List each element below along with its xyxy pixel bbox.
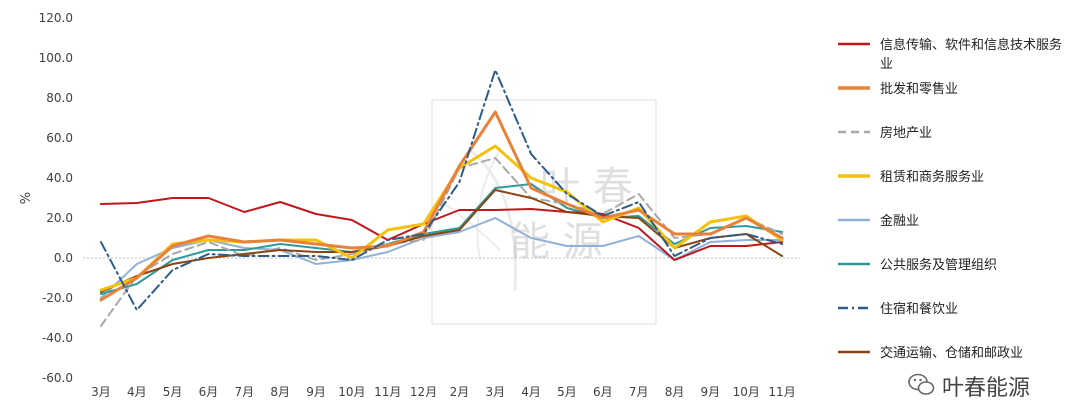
x-tick-label: 7月 — [235, 385, 255, 399]
x-tick-label: 12月 — [410, 385, 437, 399]
watermark-frame — [431, 99, 657, 325]
x-tick-label: 11月 — [374, 385, 401, 399]
y-tick-label: -40.0 — [42, 331, 73, 345]
legend-label-5: 公共服务及管理组织 — [880, 257, 997, 273]
x-tick-label: 8月 — [665, 385, 685, 399]
legend-label-0: 信息传输、软件和信息技术服务 — [880, 37, 1062, 53]
legend-label-6: 住宿和餐饮业 — [880, 301, 958, 317]
series-line-0 — [99, 197, 784, 261]
y-tick-label: 40.0 — [46, 171, 73, 185]
x-tick-label: 7月 — [629, 385, 649, 399]
x-tick-label: 3月 — [485, 385, 505, 399]
watermark: 叶 春 能 源 — [431, 99, 657, 325]
legend-label-2: 房地产业 — [880, 125, 932, 141]
legend: 信息传输、软件和信息技术服务业批发和零售业房地产业租赁和商务服务业金融业公共服务… — [838, 37, 1062, 361]
series-line-6 — [99, 69, 784, 311]
x-tick-label: 10月 — [733, 385, 760, 399]
x-tick-label: 2月 — [450, 385, 470, 399]
x-tick-label: 4月 — [127, 385, 147, 399]
legend-label-0-cont: 业 — [880, 57, 893, 72]
y-tick-label: 100.0 — [39, 51, 73, 65]
x-tick-label: 3月 — [91, 385, 111, 399]
y-tick-label: 80.0 — [46, 91, 73, 105]
x-tick-label: 4月 — [521, 385, 541, 399]
x-tick-label: 6月 — [593, 385, 613, 399]
series-group — [99, 69, 784, 327]
x-tick-label: 5月 — [163, 385, 183, 399]
y-tick-label: 120.0 — [39, 11, 73, 25]
x-tick-label: 11月 — [768, 385, 795, 399]
x-tick-label: 8月 — [270, 385, 290, 399]
y-tick-label: 60.0 — [46, 131, 73, 145]
watermark-line-2: 能 源 — [510, 219, 603, 265]
watermark-leaf-icon — [439, 148, 517, 291]
y-tick-label: 0.0 — [54, 251, 73, 265]
brand-label: 叶春能源 — [942, 376, 1030, 401]
x-tick-label: 6月 — [199, 385, 219, 399]
y-tick-label: -60.0 — [42, 371, 73, 385]
series-line-1 — [99, 110, 784, 302]
legend-label-3: 租赁和商务服务业 — [880, 169, 984, 185]
axes: -60.0 -40.0 -20.0 0.0 20.0 40.0 60.0 80.0 100.0 1… — [19, 11, 800, 399]
legend-label-1: 批发和零售业 — [880, 81, 958, 97]
x-tick-label: 9月 — [701, 385, 721, 399]
wechat-icon — [908, 373, 935, 395]
legend-label-4: 金融业 — [880, 213, 919, 229]
legend-label-7: 交通运输、仓储和邮政业 — [880, 345, 1023, 361]
x-tick-label: 9月 — [306, 385, 326, 399]
x-tick-label: 5月 — [557, 385, 577, 399]
y-tick-label: -20.0 — [42, 291, 73, 305]
brand: 叶春能源 — [908, 373, 1030, 401]
x-tick-label: 10月 — [338, 385, 365, 399]
y-tick-label: 20.0 — [46, 211, 73, 225]
y-axis-label: % — [19, 192, 34, 204]
